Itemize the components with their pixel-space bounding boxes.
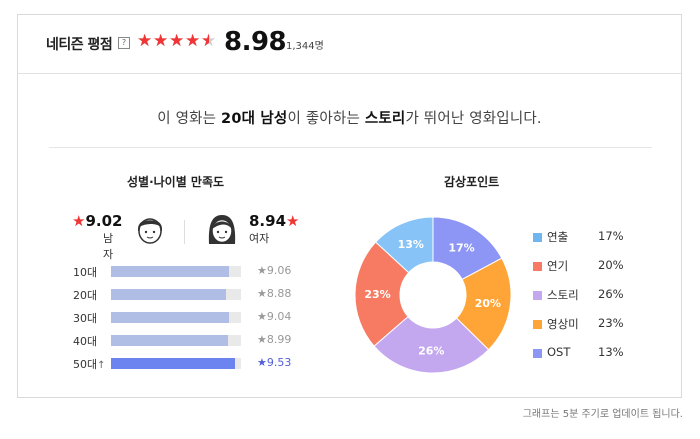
rating-panel: 네티즌 평점 ? ★ ★ ★ ★ ★ ★ ★ ★ ★ ★ 8.98 1,344명 이 영화는 20… bbox=[17, 14, 682, 398]
age-label: 50대↑ bbox=[73, 358, 106, 371]
donut-slice bbox=[374, 216, 434, 274]
rating-star-icon: ★ ★ bbox=[153, 31, 169, 51]
points-donut-chart: 17% 20% 26% 23% 13% bbox=[354, 216, 512, 374]
female-score-box: 8.94★ 여자 bbox=[249, 211, 300, 245]
summary-sentence: 이 영화는 20대 남성이 좋아하는 스토리가 뛰어난 영화입니다. bbox=[18, 107, 681, 128]
gender-divider bbox=[184, 220, 185, 244]
help-icon[interactable]: ? bbox=[118, 37, 130, 49]
donut-slice-label: 23% bbox=[364, 288, 390, 301]
age-bar bbox=[111, 289, 227, 300]
age-label: 10대 bbox=[73, 266, 98, 279]
age-label: 20대 bbox=[73, 289, 98, 302]
age-bar bbox=[111, 358, 235, 369]
age-bar-track bbox=[111, 335, 241, 346]
legend-swatch bbox=[533, 262, 542, 271]
age-bar-track bbox=[111, 312, 241, 323]
age-score: ★9.04 bbox=[257, 310, 292, 323]
male-score-box: ★9.02 남자 bbox=[72, 211, 123, 261]
rating-count: 1,344명 bbox=[286, 41, 324, 52]
age-bar bbox=[111, 266, 229, 277]
legend-percent: 26% bbox=[598, 287, 624, 301]
legend-percent: 23% bbox=[598, 316, 624, 330]
rating-star-icon: ★ ★ bbox=[201, 31, 217, 51]
legend-swatch bbox=[533, 349, 542, 358]
points-title: 감상포인트 bbox=[444, 175, 500, 189]
summary-point: 스토리 bbox=[364, 111, 406, 127]
donut-slice bbox=[373, 315, 490, 374]
satisfaction-title: 성별·나이별 만족도 bbox=[127, 175, 225, 189]
legend-name: 영상미 bbox=[547, 317, 579, 331]
rating-stars: ★ ★ ★ ★ ★ ★ ★ ★ ★ ★ bbox=[137, 32, 217, 50]
female-label: 여자 bbox=[249, 232, 270, 245]
donut-slice bbox=[455, 257, 512, 351]
male-score: 9.02 bbox=[85, 212, 123, 230]
female-score: 8.94 bbox=[249, 212, 287, 230]
male-star-icon: ★ bbox=[72, 212, 86, 230]
age-bar-track bbox=[111, 266, 241, 277]
rating-star-icon: ★ ★ bbox=[185, 31, 201, 51]
donut-slice-label: 17% bbox=[448, 241, 474, 254]
donut-slice-label: 26% bbox=[418, 344, 444, 357]
donut-slice-label: 20% bbox=[475, 297, 501, 310]
legend-swatch bbox=[533, 320, 542, 329]
legend-percent: 13% bbox=[598, 345, 624, 359]
legend-name: 연출 bbox=[547, 230, 569, 244]
section-divider bbox=[49, 147, 652, 148]
legend-name: 스토리 bbox=[547, 288, 579, 302]
age-bar-track bbox=[111, 358, 241, 369]
summary-group: 20대 남성 bbox=[221, 111, 288, 127]
age-score: ★8.88 bbox=[257, 287, 292, 300]
age-bar bbox=[111, 312, 229, 323]
female-avatar-icon bbox=[208, 215, 236, 244]
age-score: ★8.99 bbox=[257, 333, 292, 346]
donut-slice-label: 13% bbox=[398, 238, 424, 251]
arrow-up-icon: ↑ bbox=[97, 360, 106, 371]
age-label: 40대 bbox=[73, 335, 98, 348]
legend-swatch bbox=[533, 291, 542, 300]
legend-name: OST bbox=[547, 345, 571, 359]
legend-name: 연기 bbox=[547, 259, 569, 273]
male-label: 남자 bbox=[103, 232, 114, 261]
summary-prefix: 이 영화는 bbox=[157, 111, 222, 127]
age-score: ★9.53 bbox=[257, 356, 292, 369]
age-bar-track bbox=[111, 289, 241, 300]
legend-percent: 17% bbox=[598, 229, 624, 243]
age-score: ★9.06 bbox=[257, 264, 292, 277]
legend-swatch bbox=[533, 233, 542, 242]
rating-header: 네티즌 평점 ? ★ ★ ★ ★ ★ ★ ★ ★ ★ ★ 8.98 1,344명 bbox=[18, 15, 681, 74]
update-footnote: 그래프는 5분 주기로 업데이트 됩니다. bbox=[522, 409, 683, 420]
donut-slice bbox=[354, 241, 410, 347]
age-bar bbox=[111, 335, 228, 346]
age-label: 30대 bbox=[73, 312, 98, 325]
legend-percent: 20% bbox=[598, 258, 624, 272]
female-star-icon: ★ bbox=[286, 212, 300, 230]
summary-middle: 이 좋아하는 bbox=[287, 111, 365, 127]
rating-star-icon: ★ ★ bbox=[169, 31, 185, 51]
male-avatar-icon bbox=[138, 218, 162, 244]
summary-suffix: 가 뛰어난 영화입니다. bbox=[405, 111, 542, 127]
rating-score: 8.98 bbox=[224, 27, 287, 57]
netizen-rating-title: 네티즌 평점 bbox=[46, 37, 113, 53]
rating-star-icon: ★ ★ bbox=[137, 31, 153, 51]
